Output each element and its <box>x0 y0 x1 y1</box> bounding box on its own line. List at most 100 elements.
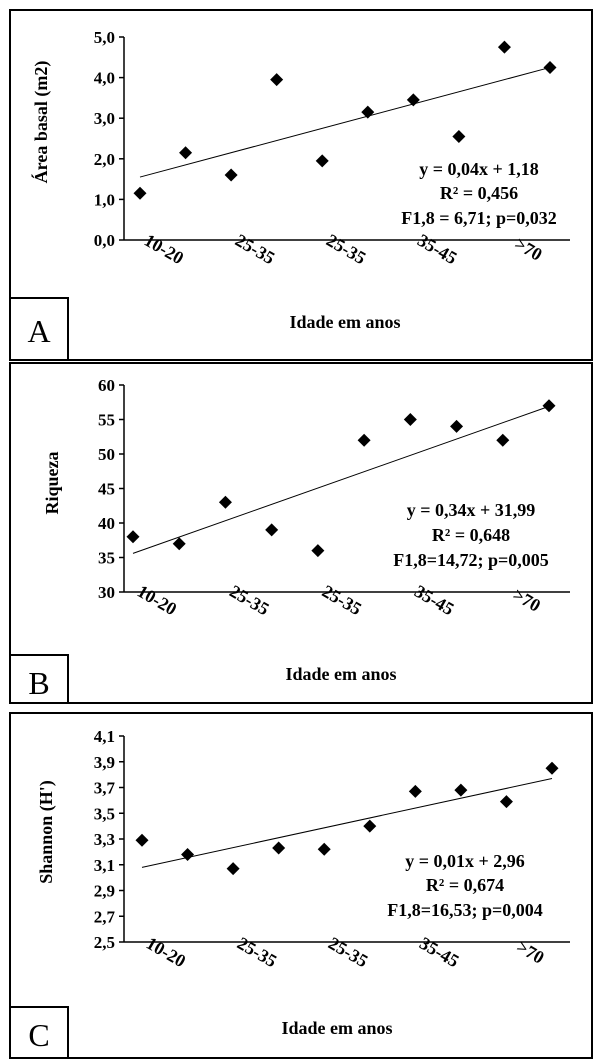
y-tick-label-a: 2,0 <box>94 150 115 169</box>
y-tick-label-c: 3,7 <box>94 779 116 798</box>
panel-letter-b: B <box>28 665 49 701</box>
y-tick-label-b: 30 <box>98 583 115 602</box>
stats-a: F1,8 = 6,71; p=0,032 <box>401 208 557 228</box>
trend-line-a <box>139 66 551 178</box>
x-tick-label-b: 10-20 <box>134 581 180 619</box>
panel-a-frame <box>9 9 593 361</box>
ylabel-a: Área basal (m2) <box>30 61 52 184</box>
data-point-b <box>311 544 325 558</box>
data-point-c <box>363 819 377 833</box>
y-tick-label-a: 3,0 <box>94 109 115 128</box>
data-point-a <box>497 40 511 54</box>
x-tick-label-c: 25-35 <box>325 933 371 971</box>
data-point-c <box>499 795 513 809</box>
equation-c: y = 0,01x + 2,96 <box>405 851 525 871</box>
data-point-a <box>133 186 147 200</box>
panel-c-frame <box>9 712 593 1059</box>
data-point-c <box>226 862 240 876</box>
plot-area-a: 0,0 1,0 2,0 3,0 4,0 5,0 10-20 25-35 25-35 35-45 >7… <box>94 28 570 268</box>
stats-b: F1,8=14,72; p=0,005 <box>393 550 549 570</box>
data-point-b <box>542 399 556 413</box>
y-tick-label-c: 4,1 <box>94 727 115 746</box>
ylabel-b: Riqueza <box>42 452 62 515</box>
panel-b-frame <box>9 362 593 704</box>
data-point-b <box>450 419 464 433</box>
panel-a: 0,0 1,0 2,0 3,0 4,0 5,0 10-20 25-35 25-35 35-45 >7… <box>9 9 593 361</box>
x-tick-label-a: 25-35 <box>323 230 369 268</box>
y-tick-label-a: 0,0 <box>94 231 115 250</box>
y-tick-label-b: 50 <box>98 445 115 464</box>
data-point-a <box>452 129 466 143</box>
trend-line-b <box>132 405 550 554</box>
panel-b: 30 35 40 45 50 55 60 10-20 25-35 25-35 35-45 >70 Ri… <box>9 362 593 704</box>
data-point-a <box>179 146 193 160</box>
x-tick-label-b: 35-45 <box>411 581 457 619</box>
y-tick-label-a: 5,0 <box>94 28 115 47</box>
xlabel-a: Idade em anos <box>289 312 400 332</box>
y-tick-label-c: 2,7 <box>94 907 116 926</box>
data-point-c <box>135 833 149 847</box>
data-point-c <box>272 841 286 855</box>
equation-b: y = 0,34x + 31,99 <box>407 500 536 520</box>
y-tick-label-c: 2,5 <box>94 933 115 952</box>
y-tick-label-b: 35 <box>98 549 115 568</box>
data-point-b <box>403 413 417 426</box>
x-tick-label-c: 35-45 <box>416 933 462 971</box>
stats-c: F1,8=16,53; p=0,004 <box>387 900 543 920</box>
data-point-b <box>496 433 510 447</box>
data-point-a <box>361 105 375 119</box>
data-point-a <box>224 168 238 182</box>
trend-line-c <box>141 777 553 868</box>
ylabel-c: Shannon (H') <box>36 780 57 884</box>
data-point-a <box>406 93 420 107</box>
data-point-a <box>315 154 329 168</box>
data-point-b <box>126 530 140 544</box>
data-point-c <box>181 847 195 861</box>
y-tick-label-b: 40 <box>98 514 115 533</box>
data-point-b <box>357 433 371 447</box>
x-tick-label-a: 35-45 <box>414 230 460 268</box>
x-tick-label-b: >70 <box>510 584 544 615</box>
panel-c: 2,5 2,7 2,9 3,1 3,3 3,5 3,7 3,9 4,1 10-20 25-35 25-… <box>9 712 593 1059</box>
xlabel-c: Idade em anos <box>281 1018 392 1038</box>
data-point-c <box>454 783 468 797</box>
x-tick-label-a: 10-20 <box>141 230 187 268</box>
x-tick-label-b: 25-35 <box>226 581 272 619</box>
x-tick-label-c: 10-20 <box>143 933 189 971</box>
y-tick-label-b: 45 <box>98 480 115 499</box>
data-point-b <box>172 537 186 551</box>
data-point-b <box>265 523 279 537</box>
data-point-c <box>408 784 422 798</box>
plot-area-b: 30 35 40 45 50 55 60 10-20 25-35 25-35 35-45 >70 <box>98 376 570 619</box>
x-tick-label-c: 25-35 <box>234 933 280 971</box>
y-tick-label-b: 55 <box>98 411 115 430</box>
y-tick-label-c: 3,5 <box>94 804 115 823</box>
data-point-a <box>270 73 284 87</box>
data-point-c <box>317 842 331 856</box>
xlabel-b: Idade em anos <box>285 664 396 684</box>
x-tick-label-b: 25-35 <box>319 581 365 619</box>
x-tick-label-a: 25-35 <box>232 230 278 268</box>
r2-b: R² = 0,648 <box>432 525 510 545</box>
panel-letter-a: A <box>27 313 50 349</box>
data-point-a <box>543 60 557 74</box>
r2-c: R² = 0,674 <box>426 875 504 895</box>
y-tick-label-c: 3,9 <box>94 753 115 772</box>
y-tick-label-c: 3,1 <box>94 856 115 875</box>
y-tick-label-a: 4,0 <box>94 69 115 88</box>
panel-letter-box-a <box>9 297 69 361</box>
y-tick-label-a: 1,0 <box>94 190 115 209</box>
plot-area-c: 2,5 2,7 2,9 3,1 3,3 3,5 3,7 3,9 4,1 10-20 25-35 25-… <box>94 727 570 971</box>
data-point-c <box>545 761 559 775</box>
panel-letter-box-c <box>9 1006 69 1059</box>
r2-a: R² = 0,456 <box>440 183 518 203</box>
y-tick-label-c: 2,9 <box>94 882 115 901</box>
panel-letter-c: C <box>28 1017 49 1053</box>
y-tick-label-c: 3,3 <box>94 830 115 849</box>
equation-a: y = 0,04x + 1,18 <box>419 159 539 179</box>
data-point-b <box>218 495 232 509</box>
x-tick-label-c: >70 <box>513 936 547 967</box>
x-tick-label-a: >70 <box>511 233 545 264</box>
y-tick-label-b: 60 <box>98 376 115 395</box>
